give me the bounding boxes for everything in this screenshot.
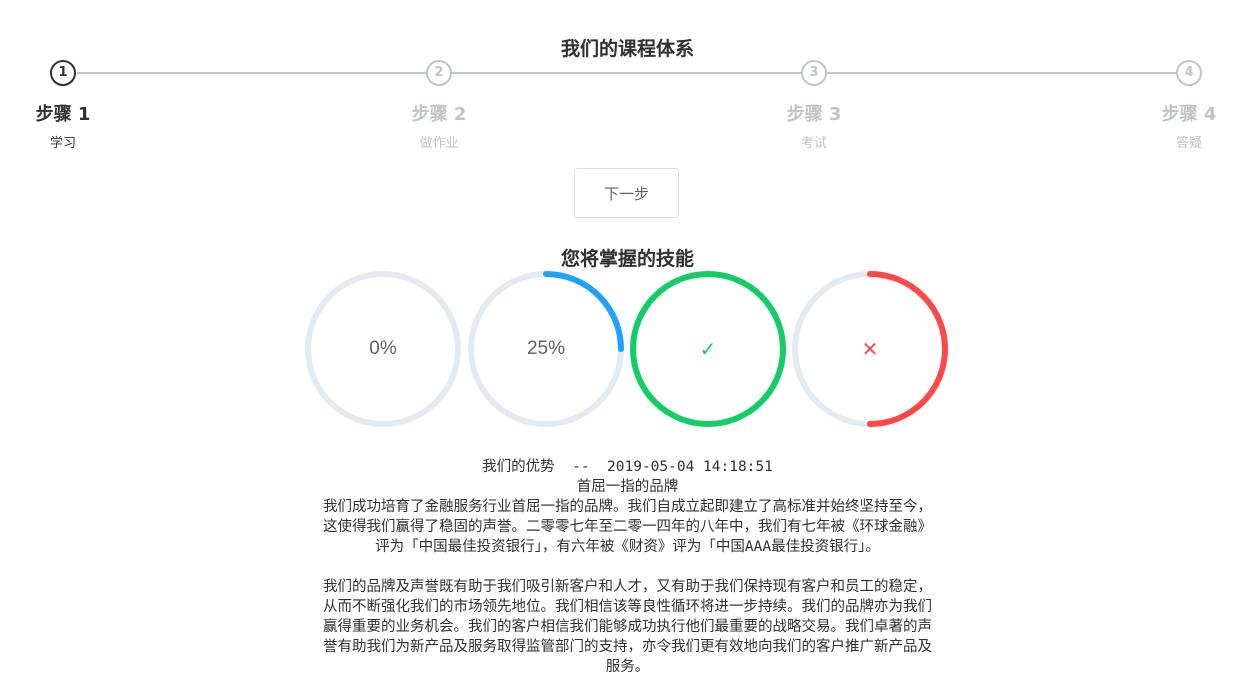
progress-bar [792, 271, 948, 427]
step-4-title: 步骤 4 [1161, 104, 1217, 125]
step-3-icon: 3 [801, 60, 827, 86]
article-paragraph-line: 我们的品牌及声誉既有助于我们吸引新客户和人才，又有助于我们保持现有客户和员工的稳… [323, 579, 932, 595]
step-4-description: 答疑 [1175, 136, 1202, 151]
next-step-button[interactable]: 下一步 [574, 168, 679, 218]
progress-text: 0% [369, 338, 397, 359]
article-paragraph-line: 这使得我们赢得了稳固的声誉。二零零七年至二零一四年的八年中，我们有七年被《环球金… [323, 519, 932, 535]
course-system-title: 我们的课程体系 [560, 38, 694, 60]
progress-bar [630, 271, 786, 427]
close-icon: ✕ [861, 338, 879, 361]
progress-circle-0: 0% [305, 271, 461, 427]
article-paragraph-line: 从而不断强化我们的市场领先地位。我们相信该等良性循环将进一步持续。我们的品牌亦为… [323, 599, 932, 615]
step-connector-line [452, 72, 801, 74]
steps-bar: 1 2 3 4 步骤 1 步骤 2 步骤 3 步骤 4 学习 做作业 考试 答疑 [0, 58, 1255, 158]
progress-track [305, 271, 461, 427]
step-1-title: 步骤 1 [35, 104, 91, 125]
step-3-description: 考试 [800, 136, 827, 151]
article-paragraph-line: 我们成功培育了金融服务行业首屈一指的品牌。我们自成立起即建立了高标准并始终坚持至… [323, 499, 932, 515]
check-icon: ✓ [699, 338, 717, 361]
article-paragraph-line: 服务。 [605, 659, 650, 675]
skills-title: 您将掌握的技能 [560, 248, 694, 270]
article-subtitle: 首屈一指的品牌 [576, 479, 679, 495]
article-paragraph-line: 评为「中国最佳投资银行」，有六年被《财资》评为「中国AAA最佳投资银行」。 [375, 539, 880, 555]
step-connector-line [77, 72, 426, 74]
article-paragraph-line: 赢得重要的业务机会。我们的客户相信我们能够成功执行他们最重要的战略交易。我们卓著… [323, 619, 932, 635]
step-4-icon: 4 [1176, 60, 1202, 86]
article-paragraph-line: 誉有助我们为新产品及服务取得监管部门的支持，亦令我们更有效地向我们的客户推广新产… [323, 639, 932, 655]
progress-circle-exception: ✕ [792, 271, 948, 427]
step-2-description: 做作业 [419, 136, 459, 151]
step-2-icon: 2 [426, 60, 452, 86]
step-1-description: 学习 [49, 136, 76, 151]
step-connector-line [827, 72, 1176, 74]
article: 我们的优势 -- 2019-05-04 14:18:51 首屈一指的品牌 我们成… [250, 457, 1005, 677]
progress-circle-25: 25% [468, 271, 624, 427]
step-1-icon: 1 [50, 60, 76, 86]
progress-circle-success: ✓ [630, 271, 786, 427]
progress-text: 25% [526, 338, 566, 359]
article-header: 我们的优势 -- 2019-05-04 14:18:51 [482, 459, 773, 475]
step-2-title: 步骤 2 [411, 104, 467, 125]
step-3-title: 步骤 3 [786, 104, 842, 125]
progress-bar [468, 271, 624, 427]
